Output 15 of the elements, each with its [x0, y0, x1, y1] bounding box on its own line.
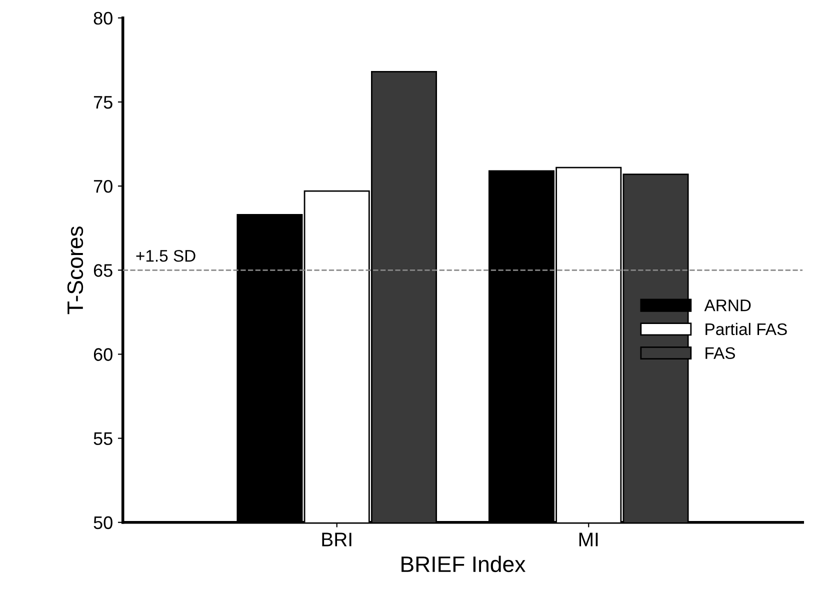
legend-label: FAS	[706, 347, 735, 360]
y-tick-label: 80	[94, 12, 112, 25]
y-axis-title: T-Scores	[67, 226, 84, 314]
y-tick-label: 60	[94, 348, 112, 361]
y-tick-label: 55	[94, 432, 112, 446]
y-tick-label: 75	[94, 96, 112, 109]
x-tick-label: BRI	[322, 532, 352, 546]
x-tick-label: MI	[579, 532, 598, 546]
y-tick-label: 70	[94, 180, 112, 193]
legend-label: ARND	[704, 300, 751, 312]
legend-label: Partial FAS	[706, 322, 787, 336]
y-tick-label: 50	[94, 516, 112, 530]
x-axis-title: BRIEF Index	[402, 556, 526, 572]
ref-line-label: +1.5 SD	[136, 250, 196, 262]
y-tick-label: 65	[94, 264, 112, 277]
